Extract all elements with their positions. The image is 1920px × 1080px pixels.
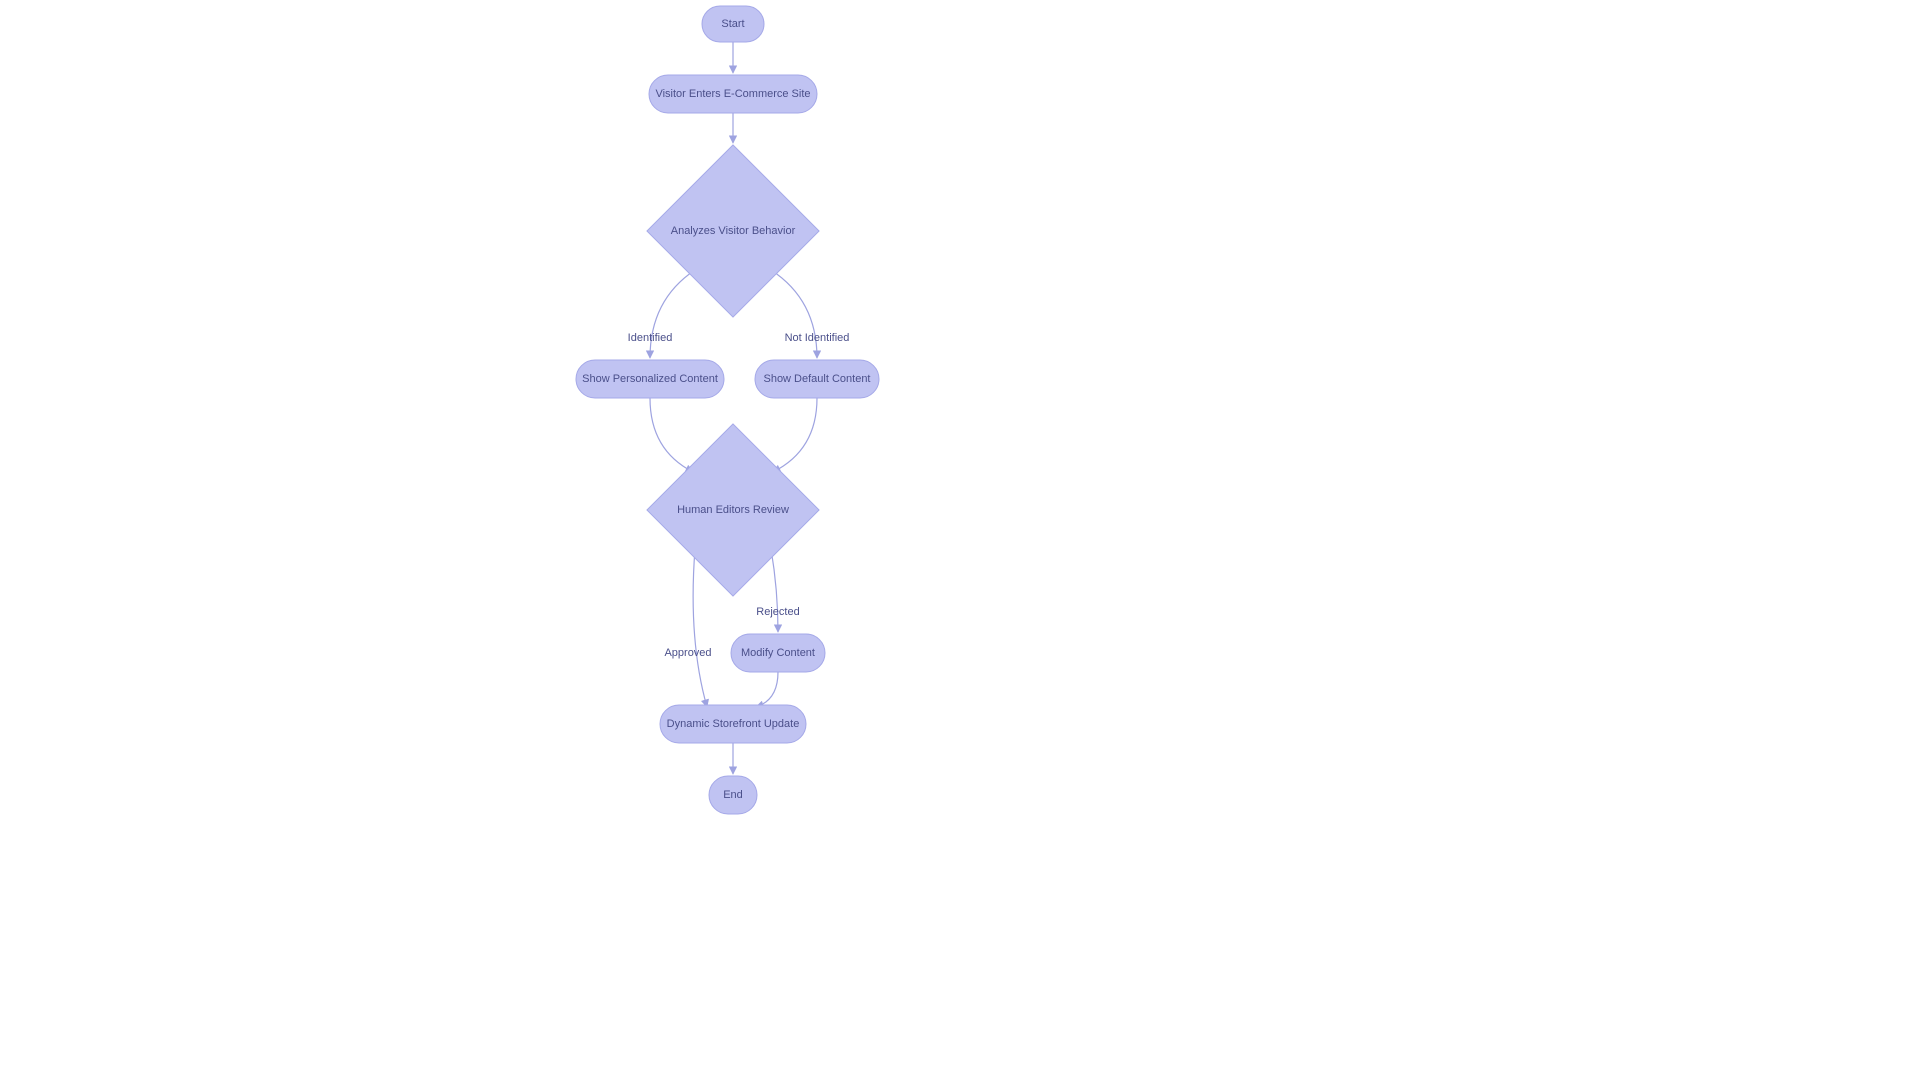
label-identified: Identified — [628, 332, 673, 344]
node-default: Show Default Content — [755, 360, 879, 398]
node-modify: Modify Content — [731, 634, 825, 672]
node-update: Dynamic Storefront Update — [660, 705, 806, 743]
node-start: Start — [702, 6, 764, 42]
label-rejected: Rejected — [756, 606, 799, 618]
label-not-identified: Not Identified — [785, 332, 850, 344]
flowchart-canvas: Identified Not Identified Approved Rejec… — [0, 0, 1920, 1080]
node-end: End — [709, 776, 757, 814]
edge-default-review — [773, 398, 817, 472]
node-personalized-label: Show Personalized Content — [582, 373, 718, 385]
edge-review-modify — [771, 549, 778, 632]
node-update-label: Dynamic Storefront Update — [667, 718, 800, 730]
label-approved: Approved — [664, 647, 711, 659]
edge-analyze-default — [771, 270, 817, 358]
nodes: Start Visitor Enters E-Commerce Site Ana… — [576, 6, 879, 814]
node-visitor: Visitor Enters E-Commerce Site — [649, 75, 817, 113]
edge-review-update — [693, 549, 707, 707]
edge-analyze-personal — [650, 270, 695, 358]
edge-modify-update — [756, 672, 778, 707]
edge-personal-review — [650, 398, 693, 472]
node-review: Human Editors Review — [647, 424, 819, 596]
node-modify-label: Modify Content — [741, 647, 815, 659]
node-review-label: Human Editors Review — [677, 504, 789, 516]
node-visitor-label: Visitor Enters E-Commerce Site — [655, 88, 810, 100]
node-default-label: Show Default Content — [763, 373, 870, 385]
node-analyze-label: Analyzes Visitor Behavior — [671, 225, 796, 237]
node-end-label: End — [723, 789, 743, 801]
node-start-label: Start — [721, 18, 744, 30]
node-analyze: Analyzes Visitor Behavior — [647, 145, 819, 317]
node-personalized: Show Personalized Content — [576, 360, 724, 398]
